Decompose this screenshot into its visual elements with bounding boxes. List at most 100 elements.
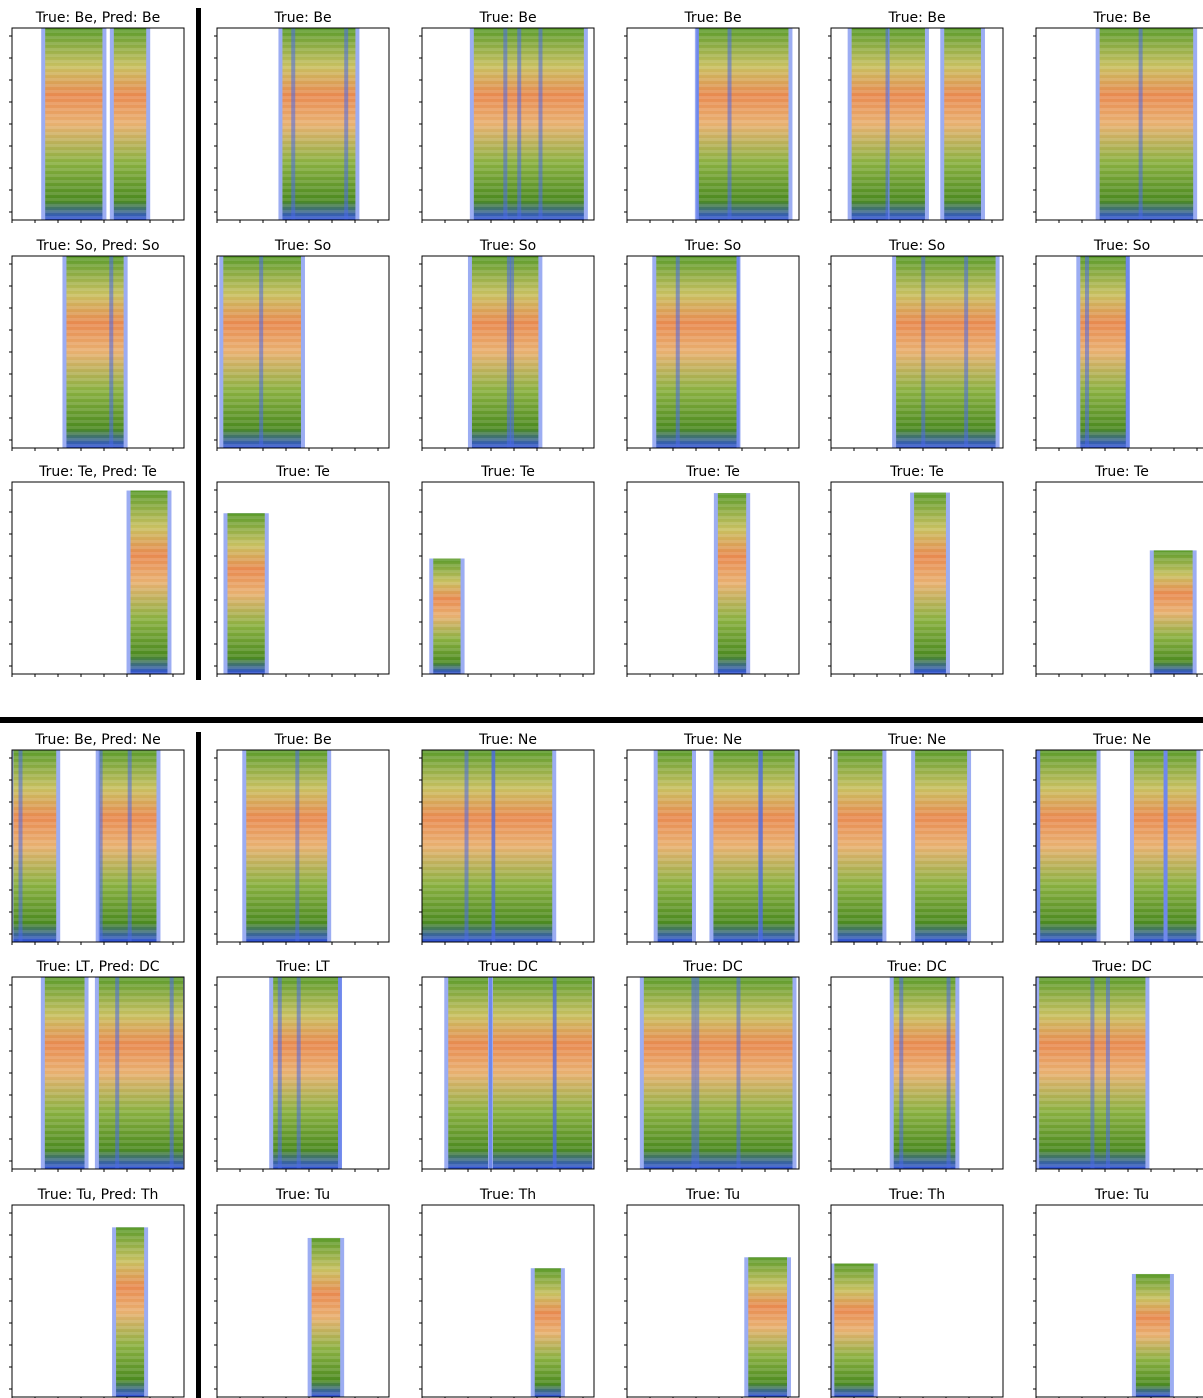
band-texture <box>116 1227 144 1397</box>
band-texture <box>131 491 168 674</box>
spectrogram-image <box>1132 1274 1174 1397</box>
band-texture <box>1143 28 1194 220</box>
band-texture <box>45 28 102 220</box>
figure: True: Be, Pred: BeTrue: BeTrue: BeTrue: … <box>0 0 1203 1398</box>
band-texture <box>644 977 692 1169</box>
spectrogram-image <box>910 493 950 674</box>
panel-title: True: Be <box>683 10 741 26</box>
panel-title: True: So <box>479 238 536 254</box>
panel-title: True: Tu <box>685 1187 740 1203</box>
band-texture <box>658 750 692 942</box>
spectrogram-image <box>242 750 331 942</box>
spectrogram-image <box>127 491 172 674</box>
panel-title: True: LT, Pred: DC <box>35 959 159 975</box>
panel-frame <box>217 1205 389 1397</box>
band-texture <box>493 977 553 1169</box>
spectrogram-image <box>112 1227 148 1397</box>
band-texture <box>295 28 344 220</box>
spectrogram-image <box>444 977 596 1169</box>
panel-title: True: Ne <box>887 732 946 748</box>
panel-title: True: Be <box>273 10 331 26</box>
band-texture <box>838 750 883 942</box>
panel-title: True: Te <box>1094 464 1149 480</box>
spectrogram <box>624 1205 799 1398</box>
spectrogram <box>9 1205 184 1398</box>
spectrogram-image <box>308 1238 345 1397</box>
spectrogram <box>9 256 184 451</box>
band-texture <box>718 493 746 674</box>
spectrogram <box>9 750 184 945</box>
band-texture <box>227 513 264 674</box>
spectrogram <box>828 1205 1003 1398</box>
spectrogram <box>214 28 389 223</box>
spectrogram-image <box>470 28 588 220</box>
band-texture <box>890 28 925 220</box>
band-texture <box>1168 750 1197 942</box>
band-texture <box>1134 750 1164 942</box>
spectrogram-image <box>62 256 127 448</box>
band-texture <box>45 977 85 1169</box>
spectrogram-image <box>848 28 985 220</box>
panel-title: True: Tu <box>1094 1187 1149 1203</box>
panel-title: True: Tu, Pred: Th <box>37 1187 159 1203</box>
band-texture <box>1040 750 1096 942</box>
band-texture <box>915 750 967 942</box>
band-texture <box>495 750 552 942</box>
spectrogram-image <box>834 750 971 942</box>
band-texture <box>740 977 792 1169</box>
spectrogram-image <box>41 28 150 220</box>
band-texture <box>834 1264 873 1397</box>
band-texture <box>556 977 592 1169</box>
panel-title: True: Te <box>275 464 330 480</box>
band-texture <box>472 256 507 448</box>
band-texture <box>448 977 488 1169</box>
spectrogram <box>624 750 799 945</box>
divider <box>196 8 201 680</box>
band-texture <box>422 750 464 942</box>
panel-title: True: So <box>888 238 945 254</box>
spectrogram-image <box>695 28 793 220</box>
panel-title: True: Ne <box>478 732 537 748</box>
spectrogram <box>1033 256 1203 451</box>
panel-title: True: DC <box>886 959 947 975</box>
band-texture <box>119 977 169 1169</box>
spectrogram <box>9 977 187 1172</box>
band-texture <box>535 1268 561 1397</box>
spectrogram <box>1033 1205 1203 1398</box>
band-texture <box>474 28 507 220</box>
spectrogram-image <box>744 1257 791 1397</box>
panel-title: True: DC <box>1091 959 1152 975</box>
panel-title: True: Th <box>479 1187 536 1203</box>
spectrogram-image <box>1035 977 1149 1169</box>
spectrogram-image <box>531 1268 565 1397</box>
spectrogram-image <box>652 256 740 448</box>
spectrogram-image <box>468 256 542 448</box>
spectrogram <box>9 28 184 223</box>
band-texture <box>246 750 295 942</box>
panel-title: True: So <box>1093 238 1150 254</box>
spectrogram-image <box>1036 750 1200 942</box>
spectrogram <box>828 28 1003 223</box>
band-texture <box>1110 977 1145 1169</box>
spectrogram-image <box>278 28 359 220</box>
spectrogram <box>1033 750 1203 945</box>
spectrogram <box>419 482 594 677</box>
band-texture <box>263 256 301 448</box>
spectrogram <box>214 1205 389 1398</box>
band-texture <box>433 559 460 674</box>
panel-title: True: So <box>684 238 741 254</box>
spectrogram <box>214 482 389 677</box>
band-texture <box>1039 977 1090 1169</box>
spectrogram <box>828 482 1003 677</box>
panel-title: True: Be <box>887 10 945 26</box>
spectrogram <box>1033 28 1203 223</box>
band-texture <box>114 28 146 220</box>
band-texture <box>312 1238 341 1397</box>
spectrogram-image <box>714 493 750 674</box>
spectrogram <box>624 977 799 1172</box>
spectrogram-image <box>654 750 799 942</box>
panel-title: True: Te <box>685 464 740 480</box>
band-texture <box>713 750 758 942</box>
spectrogram-image <box>1096 28 1198 220</box>
band-texture <box>914 493 946 674</box>
